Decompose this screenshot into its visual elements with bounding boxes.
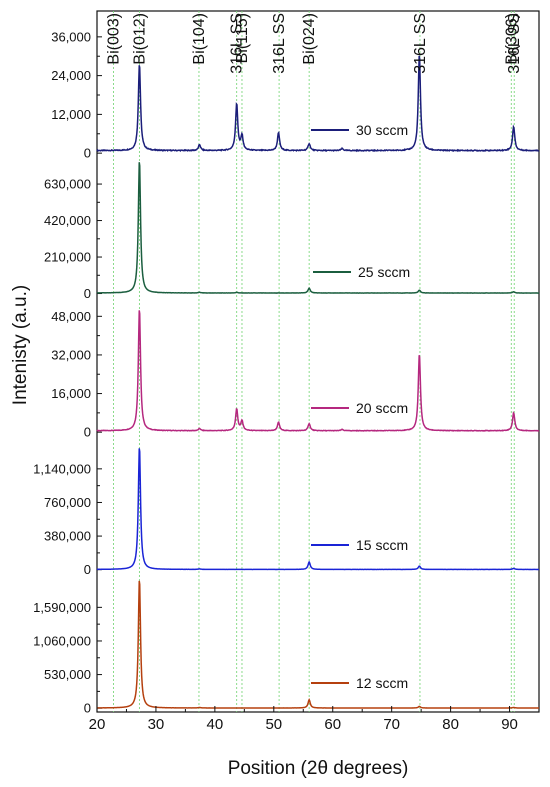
peak-label: 316L SS [506,13,523,74]
plot-area: 0 12,000 24,000 36,000 30 sccm 0 210,000 420,00… [33,10,540,733]
legend-label: 20 sccm [356,400,408,416]
y-tick-label: 630,000 [44,177,91,192]
x-tick-label: 70 [383,716,400,733]
y-tick-label: 210,000 [44,250,91,265]
peak-label: Bi(012) [131,13,148,65]
y-tick-label: 0 [84,701,91,716]
series-line [96,310,540,432]
y-tick-label: 24,000 [51,68,91,83]
y-tick-label: 0 [84,562,91,577]
peak-label: Bi(003) [106,13,123,65]
x-axis: 20 30 40 50 60 70 80 90 [89,706,540,733]
series-line [96,580,540,709]
y-tick-label: 1,060,000 [33,633,91,648]
legend-label: 15 sccm [356,537,408,553]
y-tick-label: 420,000 [44,213,91,228]
panel-1: 0 210,000 420,000 630,000 25 sccm [44,162,540,301]
y-tick-label: 0 [84,146,91,161]
y-tick-label: 1,590,000 [33,600,91,615]
panels: 0 12,000 24,000 36,000 30 sccm 0 210,000 420,00… [33,29,540,716]
legend-label: 12 sccm [356,675,408,691]
y-tick-label: 530,000 [44,667,91,682]
plot-frame [96,10,540,713]
y-axis-title: Intenisty (a.u.) [10,285,31,405]
y-tick-label: 1,140,000 [33,461,91,476]
panel-2: 0 16,000 32,000 48,000 20 sccm [51,309,540,440]
x-tick-label: 90 [501,716,518,733]
peak-label: Bi(104) [191,13,208,65]
x-tick-label: 40 [207,716,224,733]
x-tick-label: 80 [442,716,459,733]
y-tick-label: 760,000 [44,495,91,510]
peak-label: 316L SS [271,13,288,74]
peak-label: Bi(306) [503,13,520,65]
y-tick-label: 12,000 [51,107,91,122]
reference-lines [113,11,515,712]
peak-label: 316L SS [412,13,429,74]
x-tick-label: 20 [89,716,106,733]
x-axis-title: Position (2θ degrees) [228,758,409,779]
panel-4: 0 530,000 1,060,000 1,590,000 12 sccm [33,580,540,716]
panel-3: 0 380,000 760,000 1,140,000 15 sccm [33,448,540,577]
legend-label: 25 sccm [358,264,410,280]
peak-label: 316L SS [229,13,246,74]
y-tick-label: 0 [84,425,91,440]
y-tick-label: 16,000 [51,386,91,401]
y-tick-label: 48,000 [51,309,91,324]
x-tick-label: 50 [265,716,282,733]
series-line [96,448,540,571]
y-tick-label: 0 [84,286,91,301]
y-tick-label: 36,000 [51,29,91,44]
series-line [96,55,540,153]
peak-label: Bi(115) [234,13,251,63]
y-tick-label: 380,000 [44,529,91,544]
x-tick-label: 60 [324,716,341,733]
panel-0: 0 12,000 24,000 36,000 30 sccm [51,29,540,161]
series-line [96,162,540,294]
y-tick-label: 32,000 [51,347,91,362]
legend-label: 30 sccm [356,122,408,138]
peak-label: Bi(024) [301,13,318,65]
x-tick-label: 30 [148,716,165,733]
